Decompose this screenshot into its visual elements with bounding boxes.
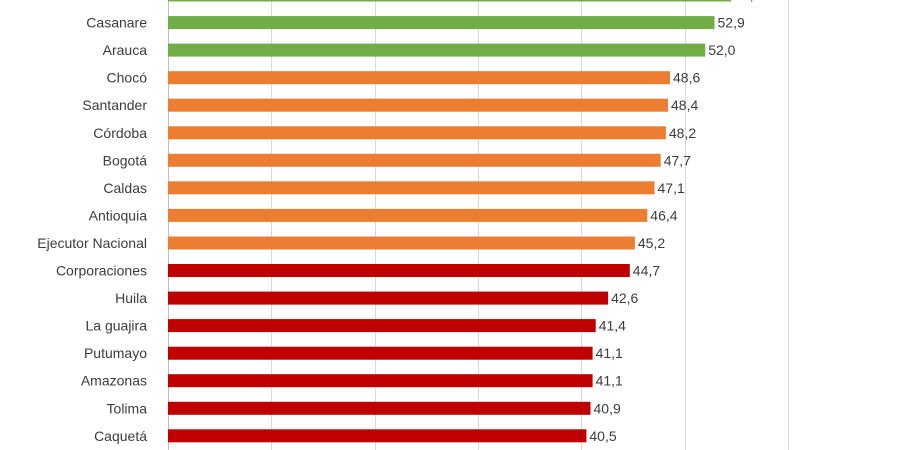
category-label-16: Caquetá — [94, 428, 147, 444]
bar-4 — [168, 98, 668, 112]
category-label-5: Córdoba — [93, 125, 147, 141]
value-label-0: 54,5 — [734, 0, 761, 3]
category-label-15: Tolima — [107, 400, 148, 416]
category-label-13: Putumayo — [84, 345, 147, 361]
category-label-10: Corporaciones — [56, 263, 147, 279]
category-label-6: Bogotá — [103, 152, 148, 168]
category-label-1: Casanare — [86, 15, 147, 31]
category-label-7: Caldas — [103, 180, 147, 196]
bar-12 — [168, 319, 596, 333]
value-label-3: 48,6 — [673, 70, 700, 86]
bar-16 — [168, 429, 587, 443]
value-label-5: 48,2 — [669, 125, 696, 141]
bar-0 — [168, 0, 731, 2]
value-label-1: 52,9 — [718, 15, 745, 31]
bar-7 — [168, 181, 655, 195]
value-label-10: 44,7 — [633, 263, 660, 279]
category-label-14: Amazonas — [81, 373, 147, 389]
bar-5 — [168, 126, 666, 140]
category-labels: Guainía Casanare Arauca Chocó Santander Córdo… — [37, 0, 147, 444]
category-label-3: Chocó — [107, 70, 148, 86]
category-label-8: Antioquia — [89, 207, 148, 223]
category-label-11: Huila — [115, 290, 147, 306]
value-label-6: 47,7 — [664, 152, 691, 168]
value-labels: 54,5 52,9 52,0 48,6 48,4 48,2 47,7 47,1 46,4 45,2… — [589, 0, 761, 444]
bar-11 — [168, 291, 609, 305]
bar-13 — [168, 346, 593, 360]
value-label-16: 40,5 — [589, 428, 616, 444]
value-label-2: 52,0 — [708, 42, 735, 58]
bar-10 — [168, 264, 630, 277]
bars — [168, 0, 731, 443]
bar-2 — [168, 43, 706, 57]
value-label-8: 46,4 — [650, 207, 677, 223]
bar-15 — [168, 401, 591, 415]
bar-14 — [168, 374, 593, 388]
bar-9 — [168, 236, 635, 250]
bar-1 — [168, 16, 715, 30]
bar-3 — [168, 71, 670, 85]
value-label-15: 40,9 — [594, 400, 621, 416]
value-label-4: 48,4 — [671, 97, 698, 113]
value-label-12: 41,4 — [599, 318, 626, 334]
category-label-0: Guainía — [98, 0, 147, 3]
value-label-13: 41,1 — [596, 345, 623, 361]
bar-6 — [168, 153, 661, 167]
value-label-7: 47,1 — [658, 180, 685, 196]
value-label-11: 42,6 — [611, 290, 638, 306]
bar-8 — [168, 208, 648, 222]
category-label-4: Santander — [82, 97, 147, 113]
value-label-14: 41,1 — [596, 373, 623, 389]
category-label-9: Ejecutor Nacional — [37, 235, 147, 251]
category-label-12: La guajira — [86, 318, 148, 334]
value-label-9: 45,2 — [638, 235, 665, 251]
category-label-2: Arauca — [103, 42, 148, 58]
